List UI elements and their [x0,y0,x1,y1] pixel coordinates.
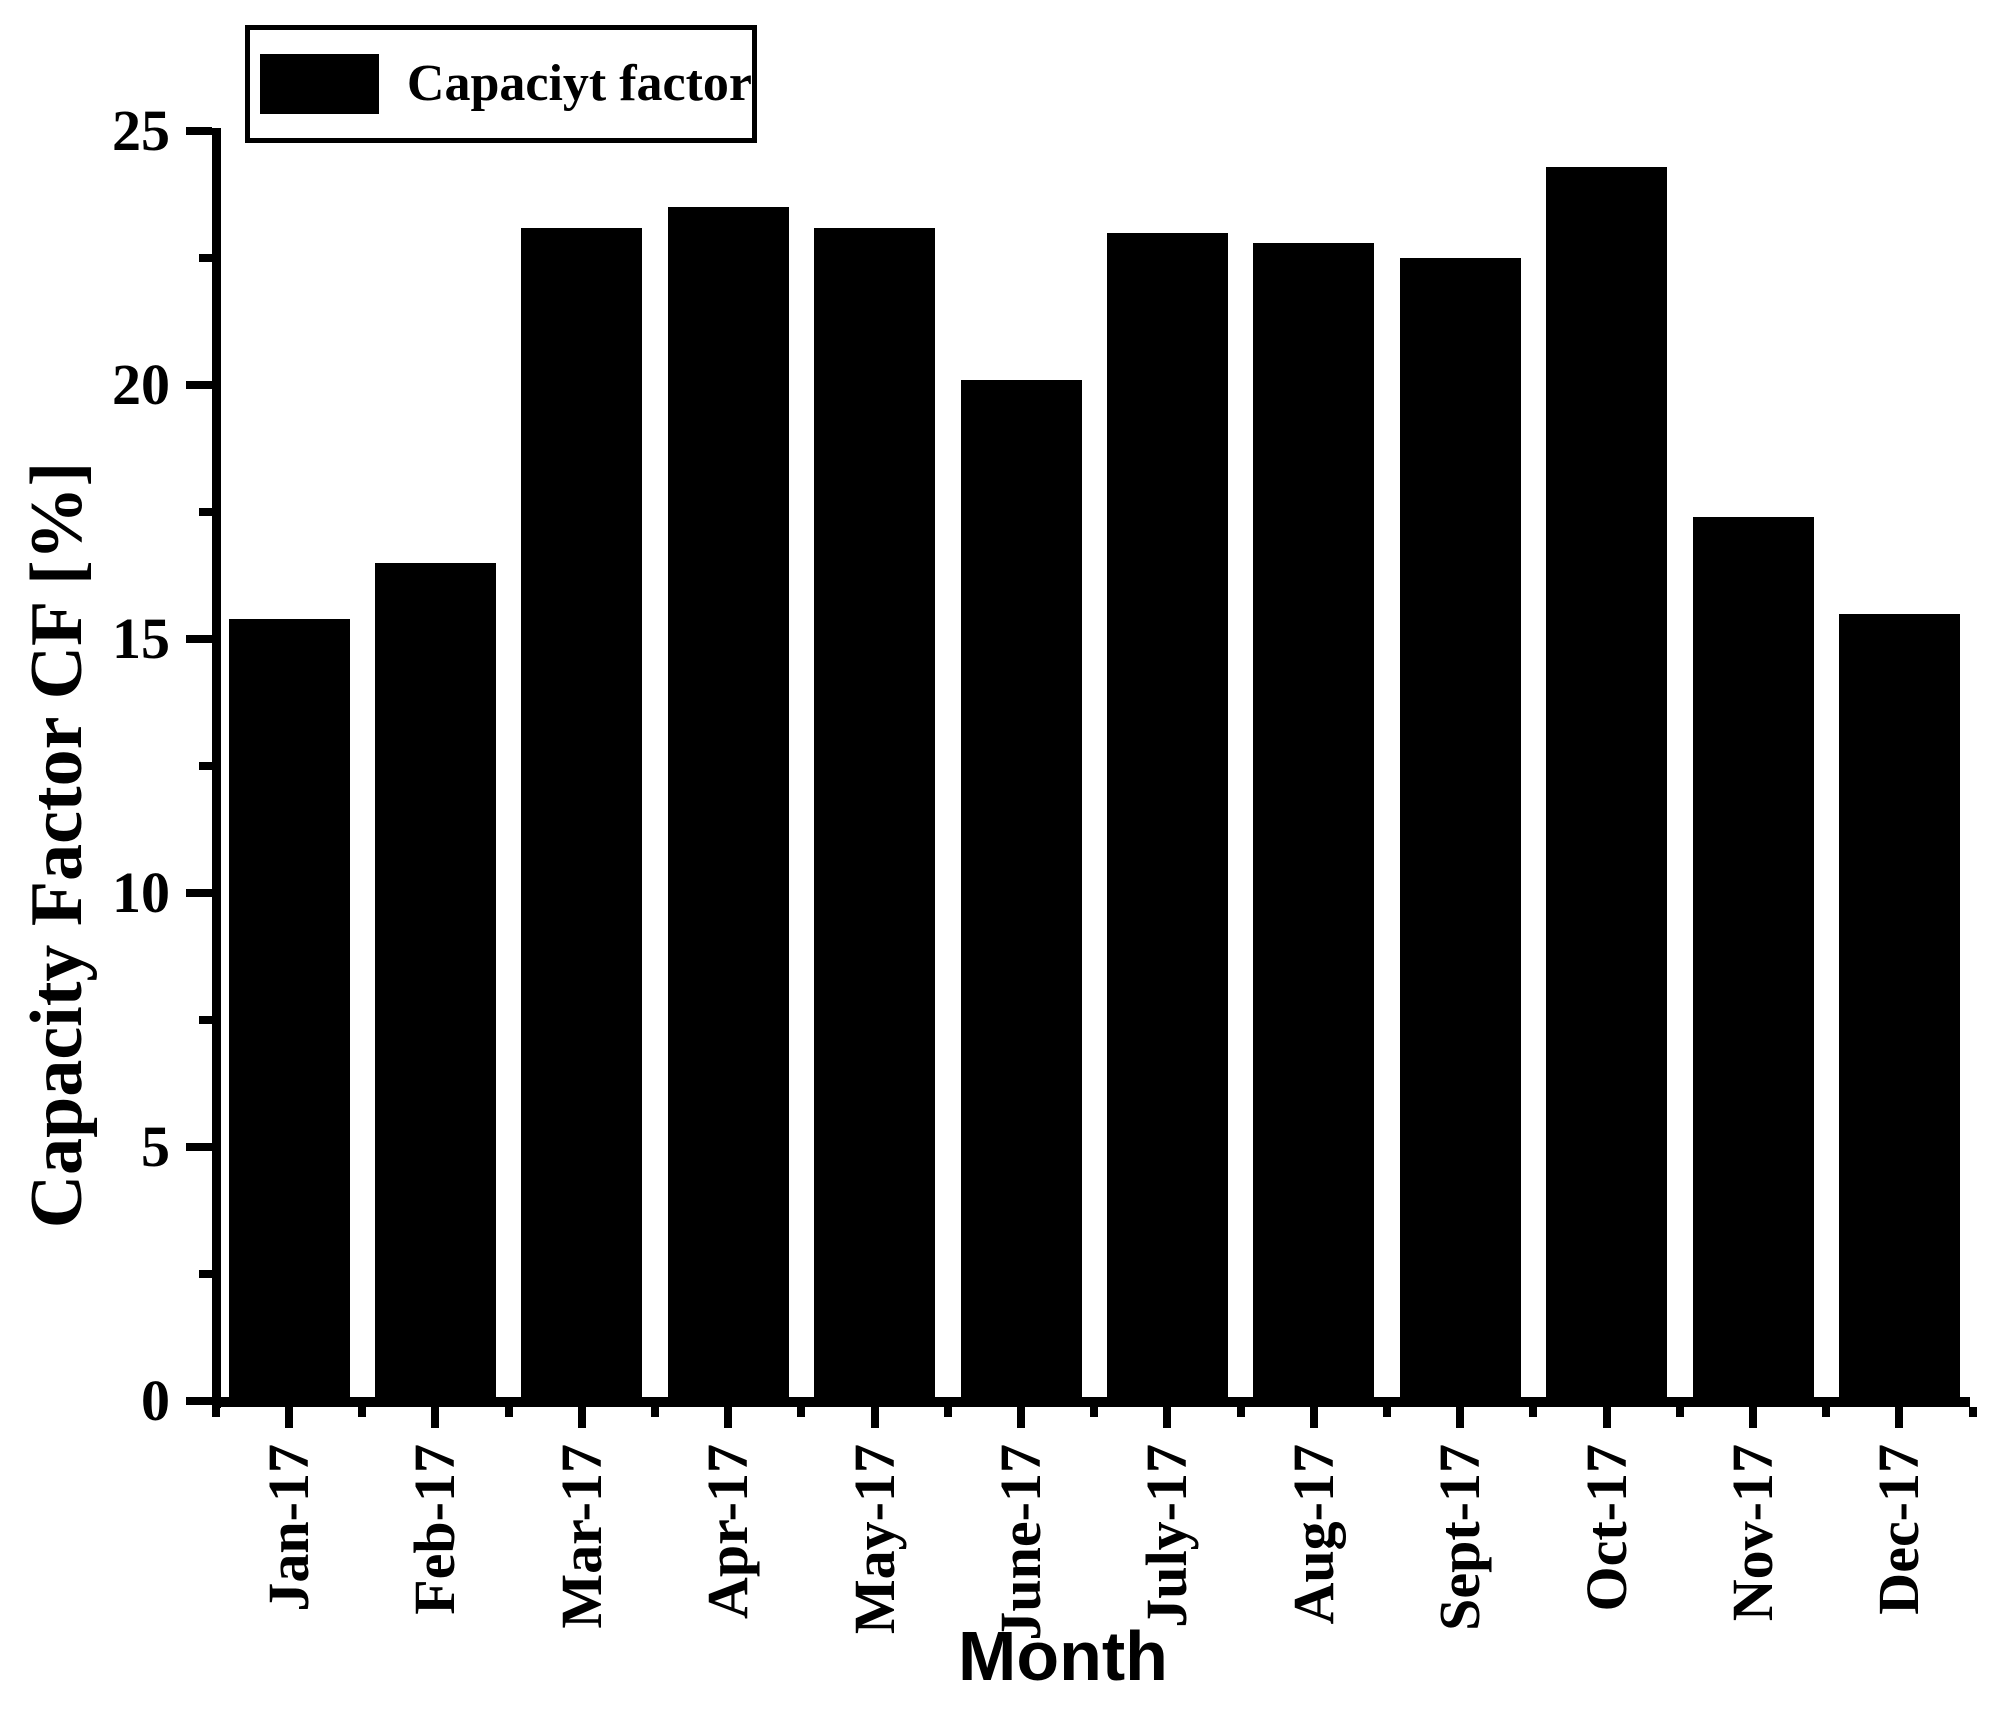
x-axis-line [212,1397,1970,1407]
x-minor-tick-1 [358,1407,367,1417]
x-minor-tick-7 [1236,1407,1245,1417]
y-minor-tick-17.5 [199,508,212,516]
y-tick-label-0: 0 [141,1368,170,1433]
x-minor-tick-0 [211,1407,220,1417]
y-tick-label-5: 5 [141,1114,170,1179]
x-minor-tick-3 [651,1407,659,1417]
x-tick-label-Feb-17: Feb-17 [402,1444,468,1615]
y-minor-tick-22.5 [199,254,212,262]
x-major-tick-Sept-17 [1456,1407,1465,1428]
y-major-tick-15 [186,635,212,643]
x-major-tick-Dec-17 [1895,1407,1904,1428]
x-minor-tick-2 [504,1407,513,1417]
x-tick-label-Oct-17: Oct-17 [1573,1444,1639,1612]
x-tick-label-Jan-17: Jan-17 [256,1444,321,1612]
y-major-tick-20 [186,381,212,389]
x-tick-label-Aug-17: Aug-17 [1280,1444,1346,1625]
y-tick-label-10: 10 [112,860,170,925]
x-minor-tick-10 [1675,1407,1684,1417]
y-minor-tick-2.5 [199,1270,212,1278]
x-tick-label-Nov-17: Nov-17 [1720,1444,1785,1622]
x-tick-label-July-17: July-17 [1134,1444,1200,1628]
x-minor-tick-8 [1383,1407,1391,1417]
x-major-tick-June-17 [1017,1407,1025,1428]
y-tick-label-15: 15 [112,606,170,671]
y-tick-label-20: 20 [112,352,170,417]
bar-June-17 [960,379,1082,1403]
bar-Feb-17 [374,562,496,1403]
x-tick-label-Dec-17: Dec-17 [1866,1444,1932,1615]
bar-Oct-17 [1546,166,1668,1403]
legend: Capaciyt factor [245,25,757,143]
bar-May-17 [814,227,936,1403]
bar-July-17 [1106,232,1228,1403]
x-minor-tick-9 [1529,1407,1538,1417]
x-minor-tick-5 [943,1407,952,1417]
bar-Dec-17 [1838,613,1960,1403]
bar-Sept-17 [1399,258,1521,1403]
x-minor-tick-6 [1090,1407,1099,1417]
bar-Nov-17 [1692,517,1814,1403]
x-major-tick-July-17 [1163,1407,1172,1428]
x-major-tick-Oct-17 [1602,1407,1611,1428]
bar-Apr-17 [667,207,789,1403]
x-tick-label-Sept-17: Sept-17 [1427,1444,1493,1631]
bar-Jan-17 [228,618,350,1403]
bar-Mar-17 [521,227,643,1403]
x-major-tick-Feb-17 [431,1407,440,1428]
x-tick-label-Apr-17: Apr-17 [695,1444,761,1620]
legend-label: Capaciyt factor [406,55,752,112]
x-major-tick-May-17 [870,1407,879,1428]
x-major-tick-Jan-17 [285,1407,293,1428]
y-minor-tick-12.5 [199,762,212,770]
x-minor-tick-11 [1822,1407,1831,1417]
x-minor-tick-12 [1968,1407,1977,1417]
x-tick-label-Mar-17: Mar-17 [548,1444,614,1629]
y-major-tick-5 [186,1143,212,1151]
x-minor-tick-4 [797,1407,806,1417]
y-major-tick-0 [186,1397,212,1405]
y-minor-tick-7.5 [199,1016,212,1024]
x-major-tick-Aug-17 [1309,1407,1318,1428]
y-major-tick-25 [186,127,212,135]
x-major-tick-Apr-17 [724,1407,733,1428]
x-major-tick-Nov-17 [1749,1407,1757,1428]
legend-swatch [260,54,379,114]
y-tick-label-25: 25 [112,98,170,163]
bar-Aug-17 [1253,242,1375,1403]
x-tick-label-June-17: June-17 [988,1444,1053,1641]
y-major-tick-10 [186,889,212,897]
x-major-tick-Mar-17 [577,1407,586,1428]
x-tick-label-May-17: May-17 [841,1444,907,1635]
y-axis-line [212,128,221,1408]
x-axis-title: Month [958,1617,1168,1695]
